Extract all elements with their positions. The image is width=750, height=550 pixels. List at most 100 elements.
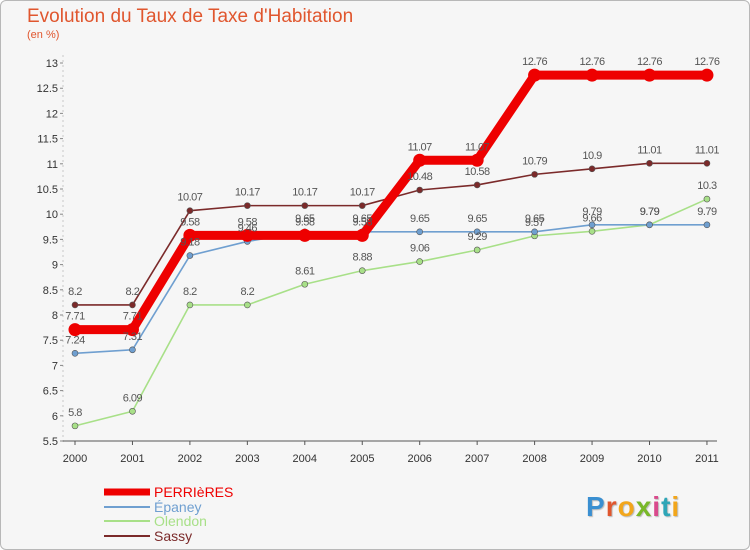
x-tick-label: 2003 — [235, 453, 259, 465]
data-label: 9.06 — [410, 243, 430, 255]
y-tick-label: 6.5 — [43, 386, 58, 398]
data-label: 10.58 — [465, 166, 490, 178]
data-point — [71, 350, 79, 357]
data-point — [355, 228, 369, 242]
data-label: 9.65 — [467, 213, 487, 225]
logo-letter: t — [661, 491, 672, 522]
legend-label: Sassy — [154, 527, 193, 544]
axes: 5.5 6 6.5 7 7.5 8 8.5 9 9.5 10 10.5 11 11.5 12 12.5 13 2… — [37, 55, 719, 465]
y-tick-label: 8.5 — [43, 285, 58, 297]
data-point — [703, 159, 711, 167]
data-label: 12.76 — [580, 56, 605, 68]
data-label: 9.18 — [180, 237, 200, 249]
data-label: 9.57 — [525, 217, 545, 229]
x-tick-label: 2010 — [637, 453, 661, 465]
legend-label: PERRIèRES — [154, 484, 234, 500]
y-tick-label: 10.5 — [37, 184, 58, 196]
y-tick-label: 10 — [46, 209, 58, 221]
data-point — [473, 228, 481, 236]
data-point — [473, 181, 481, 189]
x-tick-label: 2000 — [63, 453, 87, 465]
data-point — [125, 323, 139, 337]
data-point — [588, 221, 596, 229]
logo-letter: x — [635, 491, 653, 522]
data-label: 7.71 — [65, 311, 85, 323]
data-point — [646, 159, 653, 167]
y-tick-label: 8 — [52, 310, 58, 322]
logo-letter: i — [652, 491, 662, 522]
data-label: 12.76 — [637, 56, 662, 68]
series-points — [68, 68, 714, 430]
data-point — [703, 221, 711, 229]
data-point — [416, 228, 424, 236]
data-label: 11.07 — [465, 141, 490, 153]
data-point — [71, 301, 79, 309]
data-point — [643, 68, 656, 82]
data-label: 9.79 — [697, 206, 717, 218]
chart-title: Evolution du Taux de Taxe d'Habitation — [27, 6, 354, 27]
logo-letter: P — [586, 491, 606, 522]
data-point — [531, 228, 538, 236]
y-tick-label: 5.5 — [43, 436, 58, 448]
y-tick-label: 13 — [46, 58, 58, 70]
legend-swatch — [104, 488, 150, 496]
data-label: 9.65 — [410, 213, 430, 225]
legend-label: Épaney — [154, 498, 202, 515]
data-point — [301, 280, 309, 288]
data-label: 12.76 — [694, 56, 719, 68]
data-label: 10.9 — [582, 150, 602, 162]
legend-swatch — [104, 505, 150, 508]
x-tick-label: 2002 — [178, 453, 202, 465]
data-point — [358, 202, 366, 209]
series-line — [74, 198, 708, 427]
data-point — [528, 68, 542, 82]
data-label: 8.2 — [240, 286, 254, 298]
data-point — [646, 221, 653, 229]
data-label: 9.66 — [582, 212, 602, 224]
data-label: 5.8 — [68, 407, 82, 419]
x-tick-label: 2008 — [522, 453, 546, 465]
data-point — [186, 301, 194, 309]
data-label: 9.65 — [525, 213, 545, 225]
data-point — [186, 207, 194, 214]
y-tick-label: 7 — [52, 360, 58, 372]
data-label: 9.58 — [353, 216, 373, 228]
x-tick-label: 2001 — [120, 453, 144, 465]
data-label: 9.46 — [238, 222, 258, 234]
data-label: 11.01 — [637, 144, 662, 156]
data-point — [129, 407, 136, 415]
data-label: 7.31 — [123, 331, 143, 343]
data-label: 11.07 — [408, 141, 433, 153]
data-label: 8.2 — [126, 286, 140, 298]
data-label: 9.29 — [467, 231, 487, 243]
data-label: 8.2 — [68, 286, 82, 298]
data-point — [588, 228, 596, 235]
data-label: 9.65 — [295, 213, 315, 225]
data-label: 9.58 — [295, 216, 315, 228]
data-point — [244, 301, 251, 309]
y-tick-label: 12.5 — [37, 83, 58, 95]
x-tick-label: 2005 — [350, 453, 374, 465]
y-tick-label: 11.5 — [37, 134, 58, 146]
legend-label: Olendon — [154, 513, 207, 529]
x-tick-label: 2004 — [293, 453, 317, 465]
legend-swatch — [104, 534, 150, 537]
y-tick-label: 7.5 — [43, 335, 58, 347]
data-label: 7.71 — [123, 311, 143, 323]
data-point — [585, 68, 599, 82]
data-point — [531, 171, 538, 178]
data-point — [186, 252, 194, 259]
data-label: 12.76 — [522, 56, 547, 68]
data-point — [240, 228, 254, 242]
logo-letter: o — [617, 491, 636, 522]
data-point — [71, 422, 79, 430]
y-tick-label: 9 — [52, 260, 58, 272]
series-line — [74, 223, 708, 355]
series-lines — [70, 70, 712, 427]
data-label: 10.79 — [522, 155, 547, 167]
data-point — [68, 323, 82, 337]
data-point — [470, 153, 484, 167]
data-point — [183, 228, 197, 242]
